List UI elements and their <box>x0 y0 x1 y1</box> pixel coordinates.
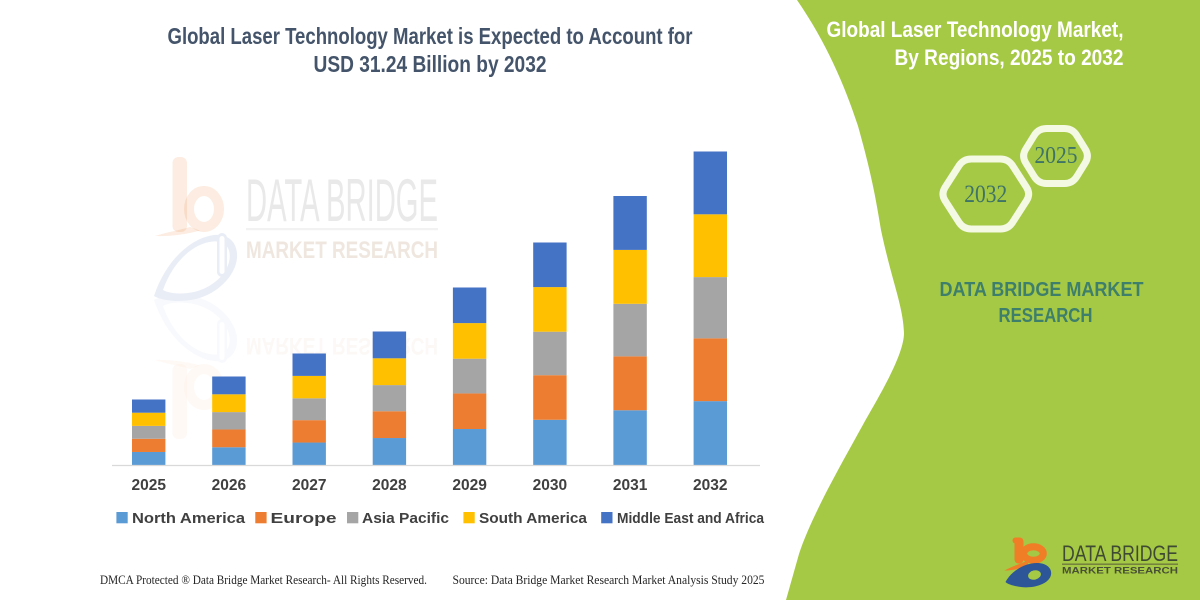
svg-text:2027: 2027 <box>292 477 326 494</box>
svg-text:MARKET RESEARCH: MARKET RESEARCH <box>1062 566 1178 577</box>
svg-text:MARKET RESEARCH: MARKET RESEARCH <box>246 332 438 359</box>
svg-text:2025: 2025 <box>1035 143 1078 169</box>
svg-text:Asia Pacific: Asia Pacific <box>362 510 449 527</box>
svg-text:2030: 2030 <box>533 477 567 494</box>
svg-text:2026: 2026 <box>212 477 247 494</box>
svg-text:MARKET RESEARCH: MARKET RESEARCH <box>246 237 438 264</box>
svg-text:2032: 2032 <box>693 477 727 494</box>
svg-text:2029: 2029 <box>452 477 487 494</box>
svg-text:2031: 2031 <box>613 477 648 494</box>
svg-text:Middle East and Africa: Middle East and Africa <box>617 510 765 527</box>
svg-text:RESEARCH: RESEARCH <box>999 304 1093 327</box>
svg-text:Source: Data Bridge Market Res: Source: Data Bridge Market Research Mark… <box>453 573 765 587</box>
svg-text:North America: North America <box>132 510 246 527</box>
svg-text:DATA BRIDGE MARKET: DATA BRIDGE MARKET <box>940 278 1144 301</box>
svg-text:By Regions, 2025 to 2032: By Regions, 2025 to 2032 <box>895 45 1124 70</box>
svg-text:2028: 2028 <box>372 477 407 494</box>
svg-text:Global Laser Technology Market: Global Laser Technology Market is Expect… <box>168 23 693 49</box>
svg-text:2032: 2032 <box>964 181 1007 208</box>
svg-text:South America: South America <box>479 510 588 527</box>
svg-text:Global Laser Technology Market: Global Laser Technology Market, <box>827 17 1124 42</box>
svg-text:DATA BRIDGE: DATA BRIDGE <box>246 167 438 234</box>
svg-text:2025: 2025 <box>131 477 166 494</box>
svg-text:Europe: Europe <box>271 510 337 527</box>
svg-text:DMCA Protected ® Data Bridge M: DMCA Protected ® Data Bridge Market Rese… <box>100 573 427 587</box>
svg-text:USD 31.24 Billion by 2032: USD 31.24 Billion by 2032 <box>314 51 547 77</box>
svg-text:DATA BRIDGE: DATA BRIDGE <box>1062 541 1178 566</box>
